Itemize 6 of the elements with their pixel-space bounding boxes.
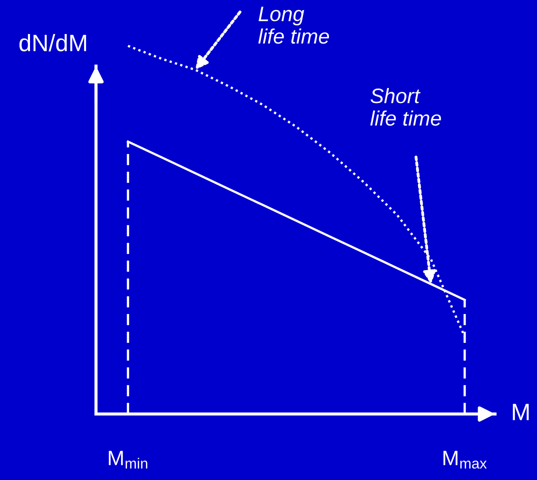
x-axis-title: M (512, 404, 529, 420)
x-tick-label: M$_{max}$ (443, 450, 487, 469)
text: Long life time (258, 6, 330, 44)
y-axis-title: dN/dM (19, 34, 86, 52)
annotation: Short life time (370, 88, 442, 126)
x-tick-label: M$_{min}$ (108, 450, 148, 468)
